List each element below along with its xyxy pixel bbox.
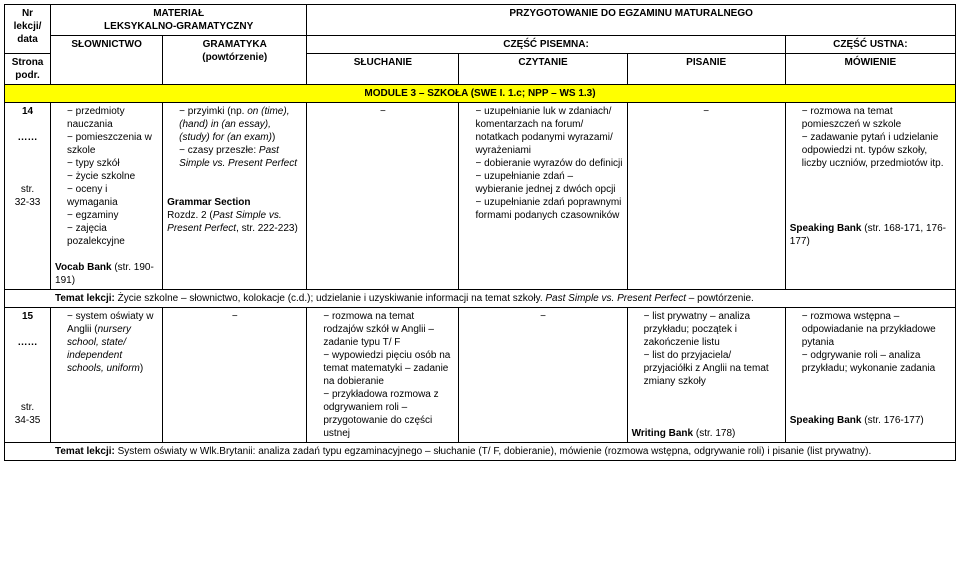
lesson-14-sluchanie: − (307, 103, 459, 290)
hdr-przygotowanie: PRZYGOTOWANIE DO EGZAMINU MATURALNEGO (307, 5, 956, 36)
list-item: zadawanie pytań i udzielanie odpowiedzi … (802, 131, 951, 170)
list-item: egzaminy (67, 209, 158, 222)
list-item: rozmowa wstępna – odpowiadanie na przykł… (802, 310, 951, 349)
list-item: list do przyjaciela/ przyjaciółki z Angl… (644, 349, 781, 388)
list-item: życie szkolne (67, 170, 158, 183)
list-item: typy szkół (67, 157, 158, 170)
hdr-sluchanie: SŁUCHANIE (307, 54, 459, 85)
lesson-14-topic: Temat lekcji: Życie szkolne – słownictwo… (5, 290, 956, 308)
hdr-ustna: CZĘŚĆ USTNA: (785, 36, 955, 54)
list-item: przedmioty nauczania (67, 105, 158, 131)
list-item: list prywatny – analiza przykładu; począ… (644, 310, 781, 349)
speaking-bank-label: Speaking Bank (790, 415, 862, 426)
hdr-slownictwo: SŁOWNICTWO (51, 36, 163, 85)
grammar-section-label: Grammar Section (167, 196, 302, 209)
speaking-bank-pages: (str. 176-177) (861, 415, 923, 426)
list-item: wypowiedzi pięciu osób na temat matematy… (323, 349, 454, 388)
lesson-row-15: 15 …… str. 34-35 system oświaty w Anglii… (5, 308, 956, 443)
list-item: uzupełnianie luk w zdaniach/ komentarzac… (475, 105, 622, 157)
list-item: uzupełnianie zdań – wybieranie jednej z … (475, 170, 622, 196)
lesson-14-topic-row: Temat lekcji: Życie szkolne – słownictwo… (5, 290, 956, 308)
lesson-15-pisanie: list prywatny – analiza przykładu; począ… (627, 308, 785, 443)
list-item: pomieszczenia w szkole (67, 131, 158, 157)
lesson-15-gramatyka: − (163, 308, 307, 443)
module-row: MODULE 3 – SZKOŁA (SWE I. 1.c; NPP – WS … (5, 85, 956, 103)
hdr-pisanie: PISANIE (627, 54, 785, 85)
lesson-15-sluchanie: rozmowa na temat rodzajów szkół w Anglii… (307, 308, 459, 443)
hdr-czytanie: CZYTANIE (459, 54, 627, 85)
lesson-14-meta: 14 …… str. 32-33 (5, 103, 51, 290)
speaking-bank-label: Speaking Bank (790, 223, 862, 234)
list-item: przyimki (np. on (time), (hand) in (an e… (179, 105, 302, 144)
lesson-15-slownictwo: system oświaty w Anglii (nursery school,… (51, 308, 163, 443)
list-item: uzupełnianie zdań poprawnymi formami pod… (475, 196, 622, 222)
hdr-mowienie: MÓWIENIE (785, 54, 955, 85)
lesson-15-topic-row: Temat lekcji: System oświaty w Wlk.Bryta… (5, 443, 956, 461)
lesson-15-topic: Temat lekcji: System oświaty w Wlk.Bryta… (5, 443, 956, 461)
vocab-bank-label: Vocab Bank (55, 262, 112, 273)
curriculum-table: Nr lekcji/ data MATERIAŁ LEKSYKALNO-GRAM… (4, 4, 956, 461)
lesson-14-gramatyka: przyimki (np. on (time), (hand) in (an e… (163, 103, 307, 290)
lesson-14-slownictwo: przedmioty nauczania pomieszczenia w szk… (51, 103, 163, 290)
lesson-14-pisanie: − (627, 103, 785, 290)
list-item: dobieranie wyrazów do definicji (475, 157, 622, 170)
writing-bank-pages: (str. 178) (693, 428, 735, 439)
lesson-15-czytanie: − (459, 308, 627, 443)
lesson-15-mowienie: rozmowa wstępna – odpowiadanie na przykł… (785, 308, 955, 443)
hdr-strona: Strona podr. (5, 54, 51, 85)
hdr-material: MATERIAŁ LEKSYKALNO-GRAMATYCZNY (51, 5, 307, 36)
lesson-15-meta: 15 …… str. 34-35 (5, 308, 51, 443)
hdr-gramatyka: GRAMATYKA (powtórzenie) (163, 36, 307, 85)
lesson-row-14: 14 …… str. 32-33 przedmioty nauczania po… (5, 103, 956, 290)
list-item: oceny i wymagania (67, 183, 158, 209)
lesson-14-czytanie: uzupełnianie luk w zdaniach/ komentarzac… (459, 103, 627, 290)
lesson-14-mowienie: rozmowa na temat pomieszczeń w szkole za… (785, 103, 955, 290)
list-item: system oświaty w Anglii (nursery school,… (67, 310, 158, 375)
grammar-section-detail: Rozdz. 2 (Past Simple vs. Present Perfec… (167, 209, 302, 235)
list-item: rozmowa na temat rodzajów szkół w Anglii… (323, 310, 454, 349)
hdr-nr: Nr lekcji/ data (5, 5, 51, 54)
list-item: zajęcia pozalekcyjne (67, 222, 158, 248)
list-item: przykładowa rozmowa z odgrywaniem roli –… (323, 388, 454, 440)
list-item: rozmowa na temat pomieszczeń w szkole (802, 105, 951, 131)
hdr-pisemna: CZĘŚĆ PISEMNA: (307, 36, 785, 54)
writing-bank-label: Writing Bank (632, 428, 693, 439)
list-item: odgrywanie roli – analiza przykładu; wyk… (802, 349, 951, 375)
list-item: czasy przeszłe: Past Simple vs. Present … (179, 144, 302, 170)
